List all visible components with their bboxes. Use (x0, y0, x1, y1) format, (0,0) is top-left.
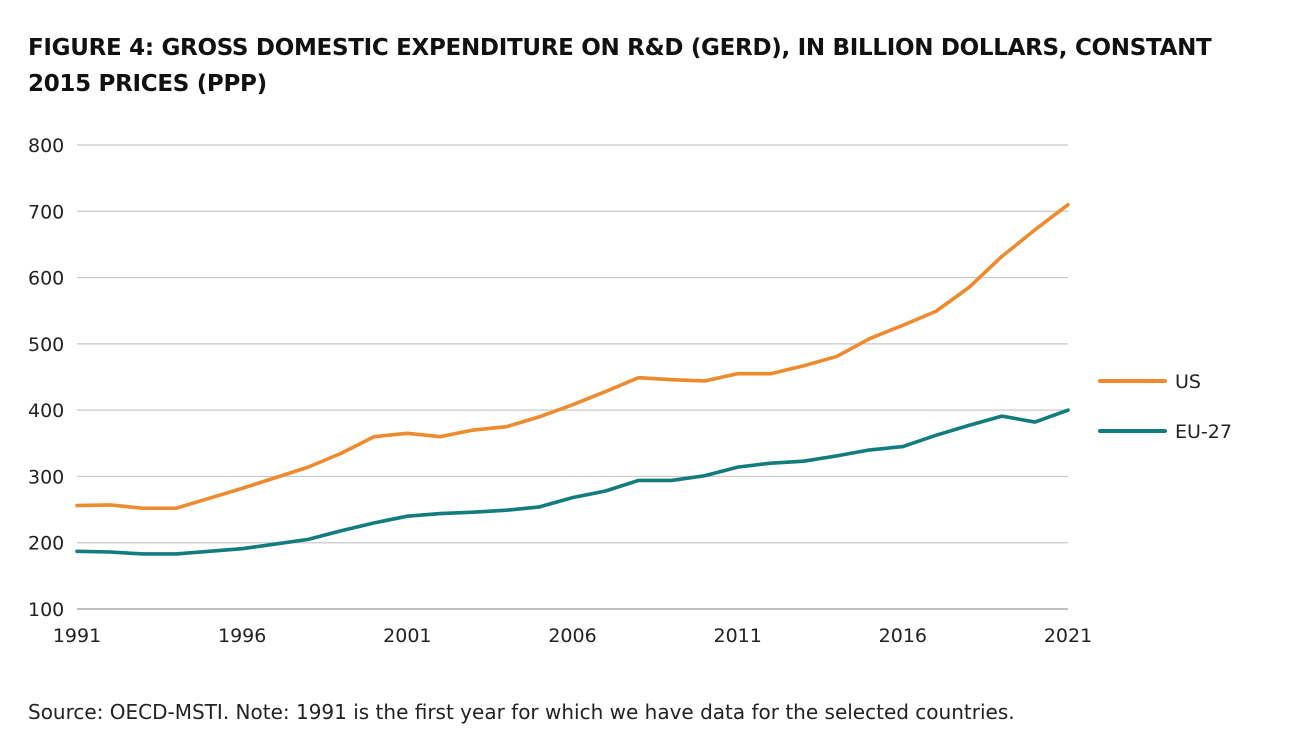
y-axis: 100 200 300 400 500 600 700 800 (28, 135, 64, 621)
y-tick-label: 100 (28, 599, 64, 621)
x-tick-label: 2011 (713, 625, 761, 647)
series-lines (75, 202, 1070, 556)
legend-label: EU-27 (1175, 421, 1232, 443)
x-tick-label: 2001 (383, 625, 431, 647)
x-tick-label: 1991 (53, 625, 101, 647)
series-line-us (75, 202, 1070, 511)
legend-label: US (1175, 371, 1201, 393)
y-tick-label: 600 (28, 268, 64, 290)
x-tick-label: 2021 (1044, 625, 1092, 647)
x-tick-label: 2016 (879, 625, 927, 647)
y-tick-label: 800 (28, 135, 64, 157)
y-tick-label: 400 (28, 400, 64, 422)
y-tick-label: 500 (28, 334, 64, 356)
legend: US EU-27 (1098, 371, 1232, 443)
y-tick-label: 200 (28, 533, 64, 555)
series-line-eu-27 (75, 408, 1070, 556)
y-tick-label: 700 (28, 201, 64, 223)
x-axis: 1991 1996 2001 2006 2011 2016 2021 (53, 625, 1092, 647)
y-tick-label: 300 (28, 466, 64, 488)
line-chart: 100 200 300 400 500 600 700 800 1991 1996 2001 200… (28, 135, 1232, 647)
gridlines (77, 144, 1068, 610)
x-tick-label: 2006 (548, 625, 596, 647)
chart-title: FIGURE 4: GROSS DOMESTIC EXPENDITURE ON … (28, 35, 1212, 97)
source-note: Source: OECD-MSTI. Note: 1991 is the fir… (28, 700, 1015, 724)
x-tick-label: 1996 (218, 625, 266, 647)
